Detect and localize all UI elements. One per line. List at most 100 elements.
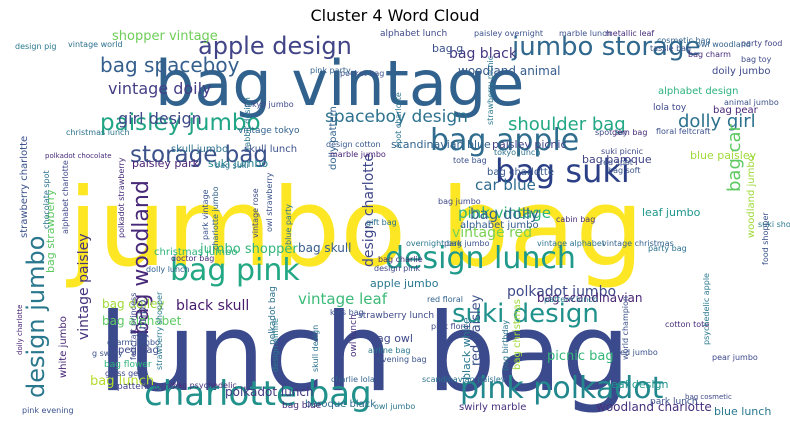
- word: apple jumbo: [370, 277, 439, 290]
- word: suki jumbo: [208, 157, 268, 170]
- word: bag pear: [713, 105, 759, 116]
- word: blue party: [284, 204, 293, 245]
- word: polkadot chocolate: [45, 152, 112, 160]
- word: pink party: [310, 66, 351, 75]
- word: leaf design: [608, 378, 668, 391]
- word: design lunch: [385, 241, 576, 276]
- word: shopper vintage: [112, 29, 218, 44]
- word: tokyo lunch: [494, 148, 540, 157]
- word: strawberry shopper: [155, 291, 164, 370]
- word: rabbit design: [243, 97, 252, 150]
- word: spot toy: [595, 128, 628, 137]
- word: apple design: [198, 32, 352, 60]
- word: tokyo jumbo: [244, 100, 294, 109]
- word: bag jumbo: [438, 197, 481, 206]
- word: pattern jumbo: [117, 382, 182, 392]
- word: vintage tokyo: [238, 126, 300, 136]
- word: bag christmas: [512, 299, 523, 370]
- word: bag flower: [104, 360, 152, 370]
- word: design airline: [271, 318, 280, 372]
- word: marble lunch: [559, 29, 612, 38]
- word: airline bag: [368, 346, 410, 355]
- word: bag doiley: [102, 297, 165, 311]
- word: tassle bag: [650, 44, 691, 53]
- word: bag suki: [495, 152, 630, 190]
- word: chocolate spot: [42, 170, 51, 229]
- word: gift bag: [366, 218, 397, 227]
- word: bag scandinavian: [537, 291, 643, 305]
- word: charlotte bag: [144, 374, 372, 414]
- word: bag charlie: [378, 255, 423, 264]
- word: leaf jumbo: [642, 206, 701, 219]
- word: bag skull: [298, 241, 352, 255]
- word: charlie lola: [331, 375, 375, 384]
- word: bag car: [724, 123, 745, 192]
- word: jumbo shopper: [199, 242, 298, 257]
- word: charlotte jumbo: [211, 186, 220, 250]
- word: blue lunch: [714, 405, 771, 418]
- word: bag vintage: [155, 47, 524, 120]
- word: spot charlotte: [394, 92, 403, 148]
- word: vintage alphabet: [537, 239, 605, 248]
- word: design cotton: [326, 140, 381, 149]
- word: doctor bag: [171, 254, 214, 263]
- word: black skull: [176, 298, 249, 314]
- word: party bag: [648, 244, 687, 253]
- word: bag apple: [430, 123, 579, 158]
- word: design jumbo: [22, 236, 50, 398]
- word: bag birthday: [501, 320, 510, 371]
- word: alphabet charlotte: [61, 160, 70, 234]
- word: cosmetic bag: [657, 36, 711, 45]
- word: owl strawberry: [265, 172, 274, 232]
- word: evening bag: [377, 355, 427, 364]
- word: christmas jumbo: [154, 247, 237, 258]
- word: woodland charlotte: [596, 400, 712, 414]
- word: paisley jumbo: [100, 110, 261, 136]
- word: bag baroque: [582, 153, 652, 166]
- word: food shopper: [761, 212, 770, 265]
- word: bag suki: [215, 161, 249, 170]
- word: bag psychedelic: [172, 381, 237, 390]
- word: jumbo bag: [66, 166, 644, 291]
- word: vintage doily: [108, 79, 212, 98]
- word: scandinavian paisley: [422, 375, 506, 384]
- word: park jumbo: [444, 239, 490, 248]
- word: design charlotte: [361, 153, 377, 267]
- word: paisley park: [132, 157, 200, 170]
- word: vintage red: [452, 225, 532, 241]
- word: world champion: [621, 296, 630, 360]
- word: vintage world: [68, 40, 123, 49]
- word: white jumbo: [58, 316, 69, 378]
- word: charm jumbo: [107, 338, 160, 347]
- word: pattern lunch: [544, 295, 598, 304]
- word: suki design: [452, 299, 599, 329]
- word: park vintage: [201, 189, 210, 240]
- word: woodland animal: [458, 64, 561, 78]
- word: pocket bag: [340, 69, 384, 78]
- word: bag charm: [688, 50, 731, 59]
- word: cabin bag: [556, 215, 595, 224]
- word: feltcraft princess: [129, 293, 138, 360]
- word: owl woodland: [696, 40, 751, 49]
- word: alphabet lunch: [380, 29, 447, 39]
- word: polkadot jumbo: [507, 284, 616, 300]
- word: kids bag: [330, 308, 364, 317]
- word: metallic leaf: [605, 29, 654, 38]
- word: dolly lunch: [146, 265, 190, 274]
- word: doily jumbo: [712, 66, 770, 77]
- word: red jumbo: [617, 348, 658, 357]
- word: bag strawberry: [44, 189, 57, 273]
- word: owl jumbo: [374, 402, 415, 411]
- word: baroque black: [305, 399, 376, 410]
- word: strawberry picnic: [486, 56, 495, 125]
- word: lunch bag: [98, 291, 630, 416]
- word: polkadot lunch: [225, 385, 314, 399]
- word: paisley overnight: [474, 29, 543, 38]
- word: bag alphabet: [102, 314, 182, 328]
- word: park lunch: [650, 397, 698, 407]
- word: storage bag: [130, 142, 268, 168]
- word: psychedelic apple: [702, 273, 711, 345]
- word: floral feltcraft: [656, 127, 710, 136]
- word: vintage christmas: [602, 239, 674, 248]
- word: girl design: [118, 109, 202, 128]
